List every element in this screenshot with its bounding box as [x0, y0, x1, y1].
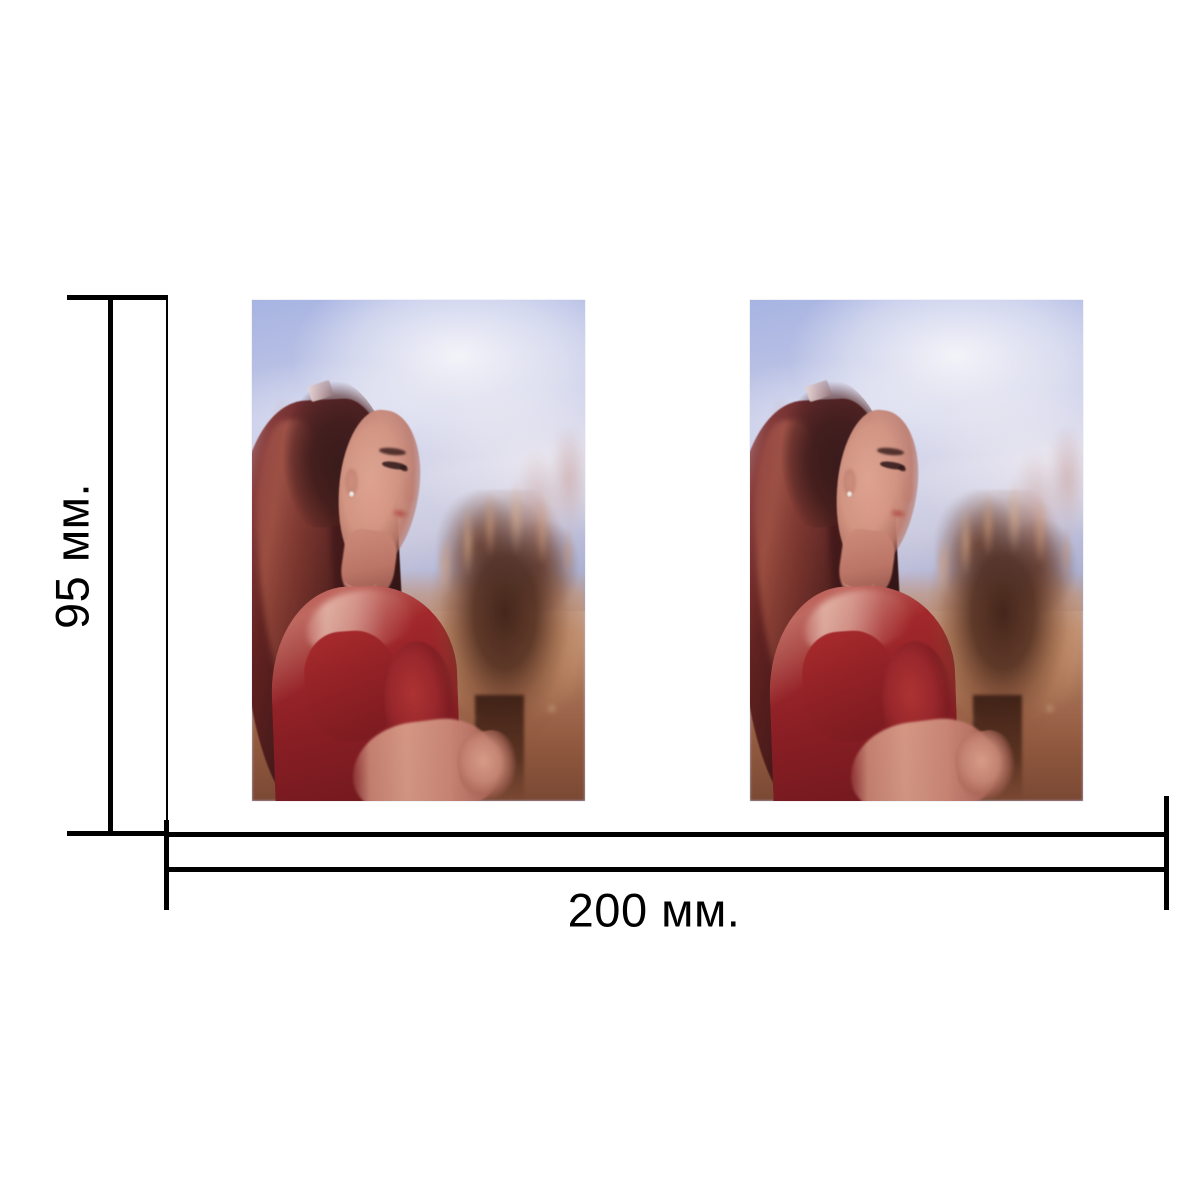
bouquet-tips [411, 471, 585, 646]
dried-flower-bouquet [411, 471, 585, 801]
bouquet-tips [909, 471, 1083, 646]
height-extension-line [166, 297, 168, 834]
cheek [849, 465, 897, 536]
width-dimension-label: 200 мм. [567, 883, 741, 937]
width-dimension-tick-right [1164, 796, 1169, 910]
photo-1-content [252, 300, 585, 801]
height-dimension-label: 95 мм. [45, 482, 99, 630]
ear [343, 467, 359, 498]
nose [403, 477, 416, 503]
width-dimension-tick-left [164, 820, 169, 910]
cheek [351, 465, 399, 536]
photo-print-1[interactable] [252, 300, 585, 801]
earring [349, 491, 355, 498]
width-dimension-line-bottom [166, 867, 1168, 872]
width-dimension-line-top [166, 832, 1168, 837]
height-dimension-line [108, 295, 113, 836]
height-dimension-tick-top [67, 295, 168, 300]
earring [847, 491, 853, 498]
nose [901, 477, 914, 503]
dried-flower-bouquet [909, 471, 1083, 801]
photo-2-content [750, 300, 1083, 801]
height-dimension-tick-bottom [67, 831, 168, 836]
ear [841, 467, 857, 498]
photo-print-2[interactable] [750, 300, 1083, 801]
